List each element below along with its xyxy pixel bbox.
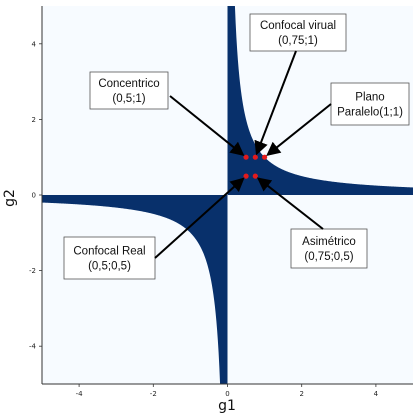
x-tick-label: -2: [150, 390, 157, 398]
annotation-box: [63, 236, 156, 280]
y-axis-label: g2: [2, 189, 18, 207]
data-point: [252, 154, 258, 160]
annotation-arrow: [256, 177, 324, 230]
annotation-2: Concentrico (0,5;1): [89, 71, 245, 156]
annotation-text: (0,5;0,5): [88, 261, 131, 273]
x-axis-ticks: -4 -2 0 2 4: [76, 384, 379, 398]
stable-region-q3: [42, 195, 228, 384]
annotation-box: [290, 228, 368, 269]
annotation-box: [330, 82, 410, 126]
points-layer: [243, 154, 268, 179]
y-tick-label: 0: [32, 192, 36, 200]
x-tick-label: 2: [299, 390, 303, 398]
data-point: [262, 154, 268, 160]
annotation-text: Paralelo(1;1): [337, 107, 403, 119]
annotation-text: (0,75;1): [278, 35, 318, 47]
annotation-box: [249, 13, 347, 52]
annotation-text: Plano: [355, 92, 384, 104]
y-axis-ticks: -4 -2 0 2 4: [29, 40, 42, 351]
y-tick-label: -2: [29, 267, 36, 275]
annotation-text: Concentrico: [98, 78, 159, 90]
annotation-text: Confocal Real: [73, 246, 145, 258]
annotation-text: Asimétrico: [302, 236, 356, 248]
y-tick-label: 2: [32, 116, 36, 124]
annotation-arrow: [266, 103, 332, 156]
annotation-3: Plano Paralelo(1;1): [266, 82, 410, 156]
annotation-arrow: [154, 177, 245, 259]
y-tick-label: 4: [32, 40, 37, 48]
annotation-arrow: [254, 50, 297, 156]
data-point: [243, 173, 249, 179]
data-point: [252, 173, 258, 179]
annotation-5: Asimétrico (0,75;0,5): [256, 177, 368, 269]
plot-area: [41, 6, 413, 385]
data-point: [243, 154, 249, 160]
x-tick-label: -4: [76, 390, 84, 398]
x-axis-label: g1: [218, 398, 236, 414]
annotation-1: Confocal virual (0,75;1): [249, 13, 347, 156]
y-tick-label: -4: [29, 343, 37, 351]
annotation-text: (0,5;1): [112, 93, 145, 105]
x-tick-label: 0: [225, 390, 229, 398]
annotation-text: Confocal virual: [260, 20, 336, 32]
annotation-layer: Confocal virual (0,75;1) Concentrico (0,5;1…: [63, 13, 410, 280]
annotation-arrow: [169, 95, 245, 156]
x-tick-label: 4: [374, 390, 379, 398]
annotation-text: (0,75;0,5): [304, 251, 353, 263]
annotation-4: Confocal Real (0,5;0,5): [63, 177, 245, 280]
annotation-box: [89, 71, 169, 110]
